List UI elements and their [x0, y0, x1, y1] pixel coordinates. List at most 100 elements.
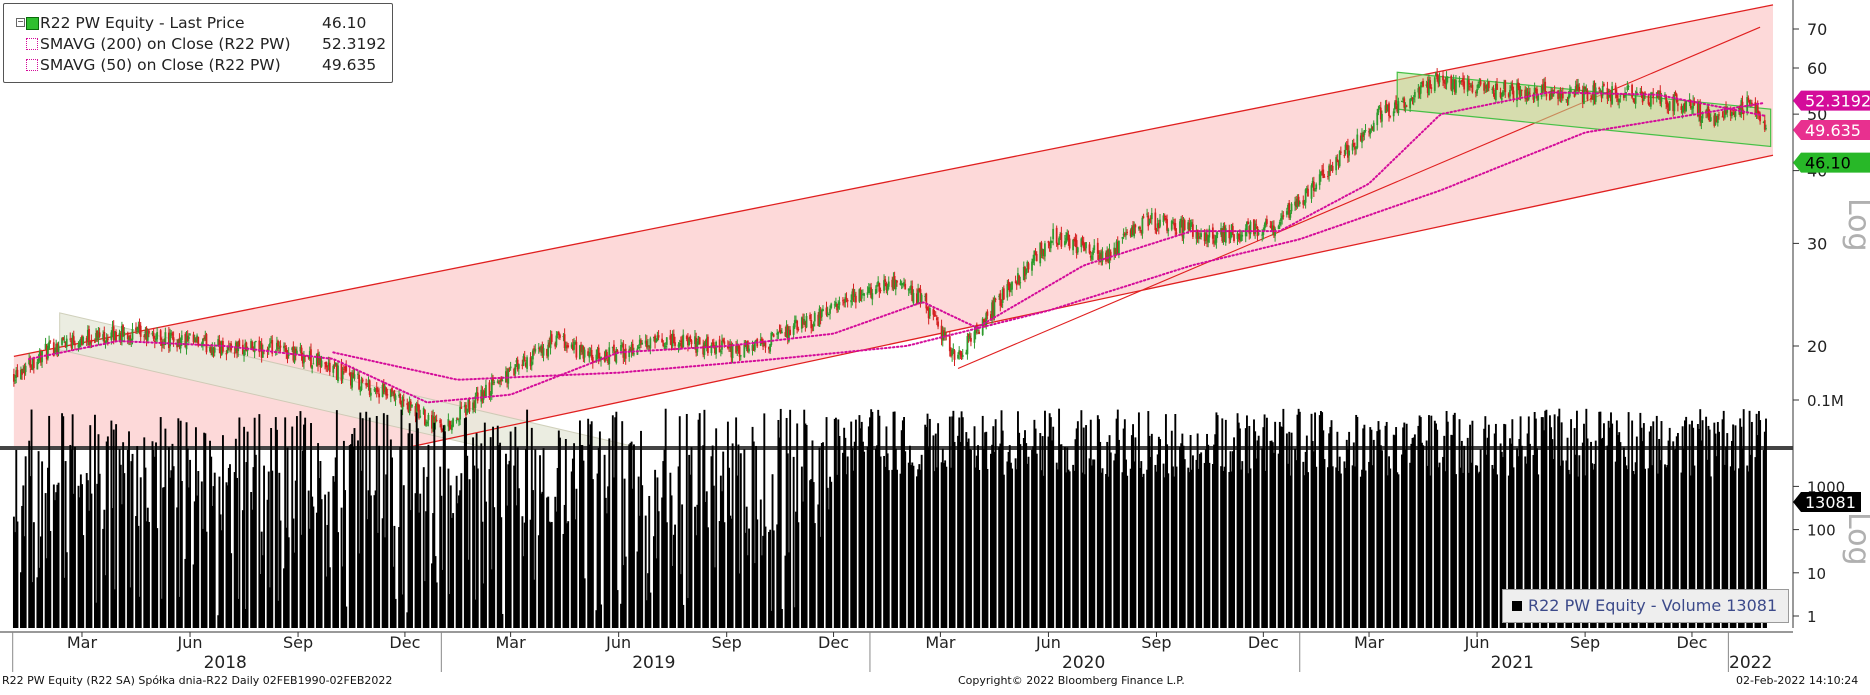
- volume-bar: [334, 457, 337, 628]
- candle-body: [72, 336, 75, 343]
- candle-body: [877, 281, 880, 284]
- volume-bar: [1327, 467, 1329, 628]
- candle-body: [359, 390, 362, 392]
- candle-body: [45, 345, 48, 360]
- candle-body: [770, 332, 773, 345]
- volume-bar: [1389, 468, 1392, 628]
- volume-bar: [761, 555, 763, 628]
- volume-bar: [482, 583, 485, 628]
- volume-bar: [810, 479, 813, 628]
- volume-bar: [1392, 434, 1395, 628]
- volume-bar: [227, 467, 230, 628]
- volume-bar: [1409, 462, 1412, 628]
- volume-bar: [246, 431, 249, 628]
- candle-body: [285, 347, 288, 354]
- candle-body: [85, 337, 88, 342]
- volume-bar: [326, 524, 329, 628]
- volume-bar: [1444, 471, 1447, 628]
- candle-body: [357, 373, 359, 375]
- candle-body: [1228, 229, 1231, 239]
- volume-bar: [54, 500, 56, 628]
- candle-body: [312, 363, 315, 365]
- volume-bar: [1718, 431, 1720, 628]
- candle-body: [1014, 281, 1017, 283]
- volume-bar: [866, 446, 869, 628]
- volume-bar: [218, 476, 221, 628]
- volume-bar: [230, 553, 233, 628]
- candle-body: [294, 348, 297, 356]
- volume-bar: [332, 476, 335, 628]
- volume-bar: [597, 447, 600, 628]
- candle-body: [1263, 224, 1266, 231]
- volume-bar: [1162, 463, 1165, 628]
- volume-bar: [1285, 433, 1288, 628]
- volume-bar: [1466, 437, 1469, 628]
- candle-body: [567, 345, 570, 348]
- volume-bar: [1471, 420, 1474, 628]
- candle-body: [467, 399, 470, 408]
- collapse-icon[interactable]: −: [16, 17, 25, 27]
- volume-bar: [476, 468, 479, 628]
- candle-body: [1329, 165, 1332, 172]
- candle-body: [292, 346, 295, 361]
- volume-bar: [197, 471, 200, 628]
- volume-bar: [1302, 461, 1305, 628]
- candle-body: [1516, 83, 1518, 101]
- candle-body: [1130, 227, 1133, 238]
- volume-bar: [1411, 437, 1414, 628]
- candle-body: [778, 330, 781, 332]
- volume-bar: [1754, 457, 1757, 628]
- volume-bar: [1093, 459, 1096, 628]
- volume-bar: [529, 519, 532, 628]
- candle-body: [944, 332, 947, 337]
- volume-bar: [194, 427, 197, 628]
- volume-bar: [163, 487, 166, 628]
- volume-bar: [1403, 422, 1406, 628]
- candle-body: [1364, 130, 1367, 132]
- volume-bar: [1591, 463, 1594, 628]
- candle-body: [192, 334, 195, 343]
- candle-body: [870, 287, 873, 298]
- volume-bar: [555, 511, 558, 628]
- candle-body: [78, 343, 81, 347]
- volume-bar: [47, 467, 49, 628]
- volume-bar: [456, 503, 459, 628]
- candle-body: [1312, 181, 1315, 191]
- candle-body: [1713, 115, 1716, 126]
- candle-body: [258, 340, 261, 353]
- candle-body: [1674, 92, 1677, 96]
- candle-body: [443, 425, 446, 431]
- volume-bar: [1331, 466, 1334, 628]
- candle-body: [1072, 239, 1075, 251]
- volume-bar: [1211, 464, 1214, 628]
- volume-bar: [771, 474, 774, 628]
- volume-bar: [1173, 476, 1176, 628]
- volume-bar: [764, 526, 767, 628]
- volume-bar: [1247, 473, 1250, 628]
- candle-body: [1557, 90, 1559, 99]
- volume-bar: [695, 535, 698, 628]
- candle-body: [853, 293, 856, 297]
- candle-body: [319, 356, 322, 368]
- candle-body: [1146, 213, 1148, 215]
- volume-bar: [365, 411, 368, 628]
- candle-body: [1344, 144, 1347, 155]
- candle-body: [937, 321, 939, 327]
- candle-body: [1619, 95, 1622, 97]
- candle-body: [1718, 114, 1720, 116]
- volume-bar: [1289, 475, 1292, 628]
- volume-bar: [1214, 434, 1217, 628]
- candle-body: [244, 343, 247, 350]
- volume-bar: [1642, 423, 1645, 628]
- volume-bar: [1208, 462, 1211, 628]
- volume-bar: [351, 433, 354, 628]
- candle-body: [614, 351, 617, 362]
- candle-body: [62, 337, 65, 341]
- candle-body: [456, 418, 459, 420]
- volume-bar: [1581, 442, 1584, 628]
- candle-body: [1545, 91, 1548, 97]
- volume-bar: [1517, 456, 1520, 628]
- candle-body: [31, 358, 34, 370]
- candle-body: [1098, 254, 1100, 261]
- volume-bar: [689, 474, 692, 628]
